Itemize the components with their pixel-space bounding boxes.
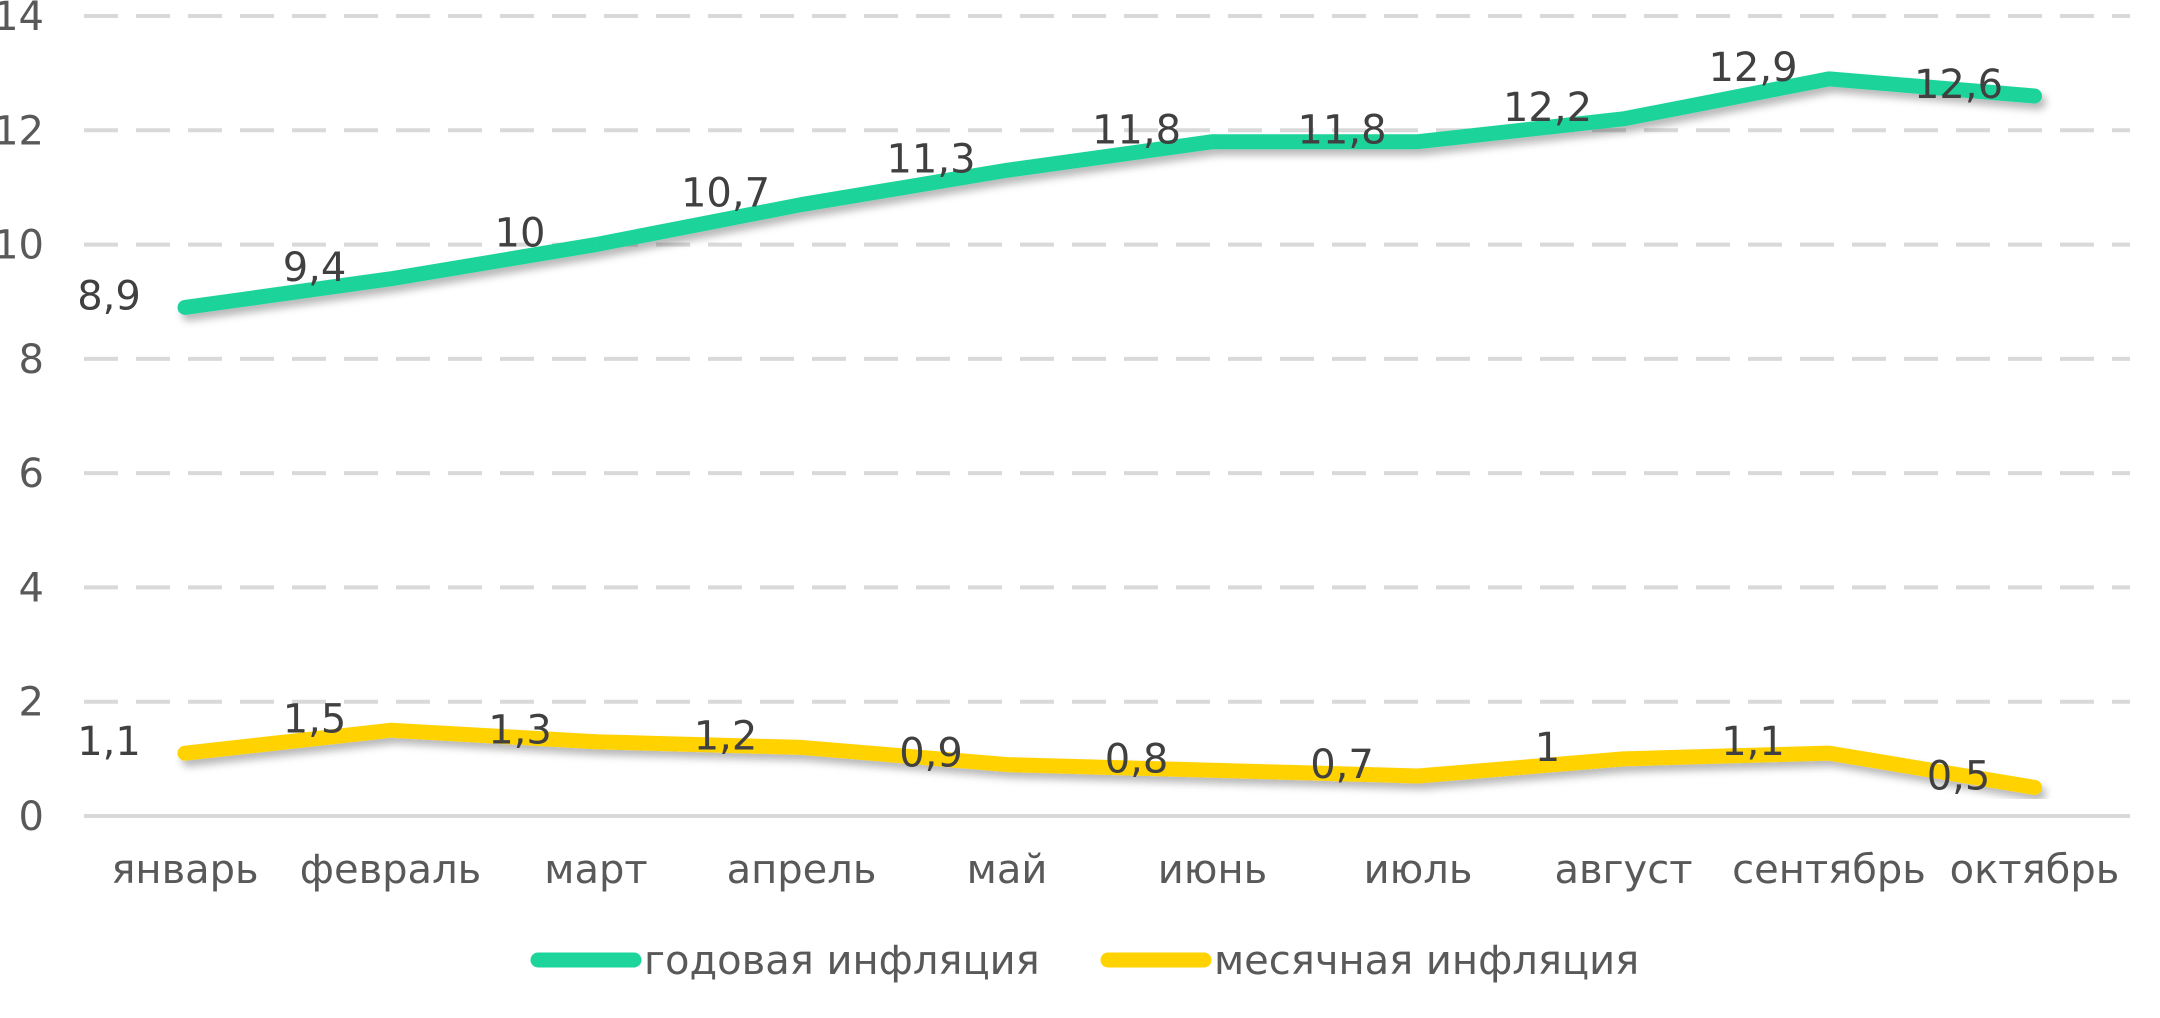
series-line-0: [177, 71, 2042, 315]
y-tick-label: 4: [19, 565, 44, 611]
data-label: 1,3: [488, 708, 552, 754]
legend: годовая инфляция месячная инфляция: [530, 938, 1639, 984]
data-label: 10: [495, 211, 546, 257]
data-point: [1620, 115, 1627, 122]
data-point: [1209, 767, 1216, 774]
x-tick-label: июль: [1364, 847, 1473, 893]
data-label: 0,7: [1310, 742, 1374, 788]
data-label: 1,5: [283, 696, 347, 742]
data-label: 1,1: [1721, 719, 1785, 765]
data-label: 11,8: [1092, 108, 1181, 154]
x-tick-label: август: [1554, 847, 1692, 893]
data-point: [182, 750, 188, 757]
data-point: [1004, 167, 1010, 174]
legend-label: годовая инфляция: [644, 938, 1040, 984]
legend-label: месячная инфляция: [1214, 938, 1639, 984]
data-point: [387, 727, 394, 734]
data-label: 8,9: [77, 273, 141, 319]
data-point: [1826, 75, 1832, 82]
y-tick-label: 12: [0, 108, 44, 154]
data-label: 1,2: [694, 713, 758, 759]
data-point: [1620, 755, 1627, 762]
y-axis-ticks: 0 2 4 6 8 10 12 14: [0, 0, 44, 840]
y-tick-label: 8: [19, 337, 44, 383]
data-point: [1209, 138, 1216, 145]
x-tick-label: январь: [111, 847, 258, 893]
x-tick-label: май: [967, 847, 1048, 893]
data-point: [593, 738, 599, 745]
grid: [84, 14, 2130, 818]
data-label: 12,9: [1708, 45, 1797, 91]
data-point: [1415, 773, 1421, 779]
data-point: [798, 744, 805, 751]
y-tick-label: 10: [0, 223, 44, 269]
series-lines: [177, 71, 2042, 795]
data-label: 1: [1535, 725, 1560, 771]
data-label: 12,2: [1503, 85, 1592, 131]
data-point: [2031, 784, 2038, 791]
y-tick-label: 0: [19, 794, 44, 840]
x-tick-label: февраль: [300, 847, 481, 893]
x-tick-label: сентябрь: [1732, 847, 1926, 893]
x-axis-ticks: январь февраль март апрель май июнь июль август…: [111, 847, 2119, 893]
y-tick-label: 14: [0, 0, 44, 40]
data-label: 11,3: [886, 136, 975, 182]
data-label: 0,8: [1105, 736, 1169, 782]
data-point: [182, 304, 188, 311]
x-tick-label: апрель: [727, 847, 877, 893]
y-tick-label: 2: [19, 680, 44, 726]
x-tick-label: октябрь: [1950, 847, 2120, 893]
series-line-1: [177, 722, 2042, 795]
data-label: 0,9: [899, 731, 963, 777]
data-label: 12,6: [1914, 62, 2003, 108]
data-point: [387, 275, 394, 282]
data-label: 10,7: [681, 171, 770, 217]
x-tick-label: июнь: [1158, 847, 1267, 893]
data-label: 11,8: [1297, 108, 1386, 154]
data-label: 9,4: [283, 245, 347, 291]
x-tick-label: март: [544, 847, 647, 893]
data-point: [1826, 750, 1832, 757]
y-tick-label: 6: [19, 451, 44, 497]
data-label: 1,1: [77, 719, 141, 765]
data-label: 0,5: [1927, 753, 1991, 799]
data-point: [798, 201, 805, 208]
data-point: [2031, 93, 2038, 99]
data-point: [1004, 761, 1010, 768]
data-point: [593, 241, 599, 248]
data-point: [1415, 138, 1421, 145]
